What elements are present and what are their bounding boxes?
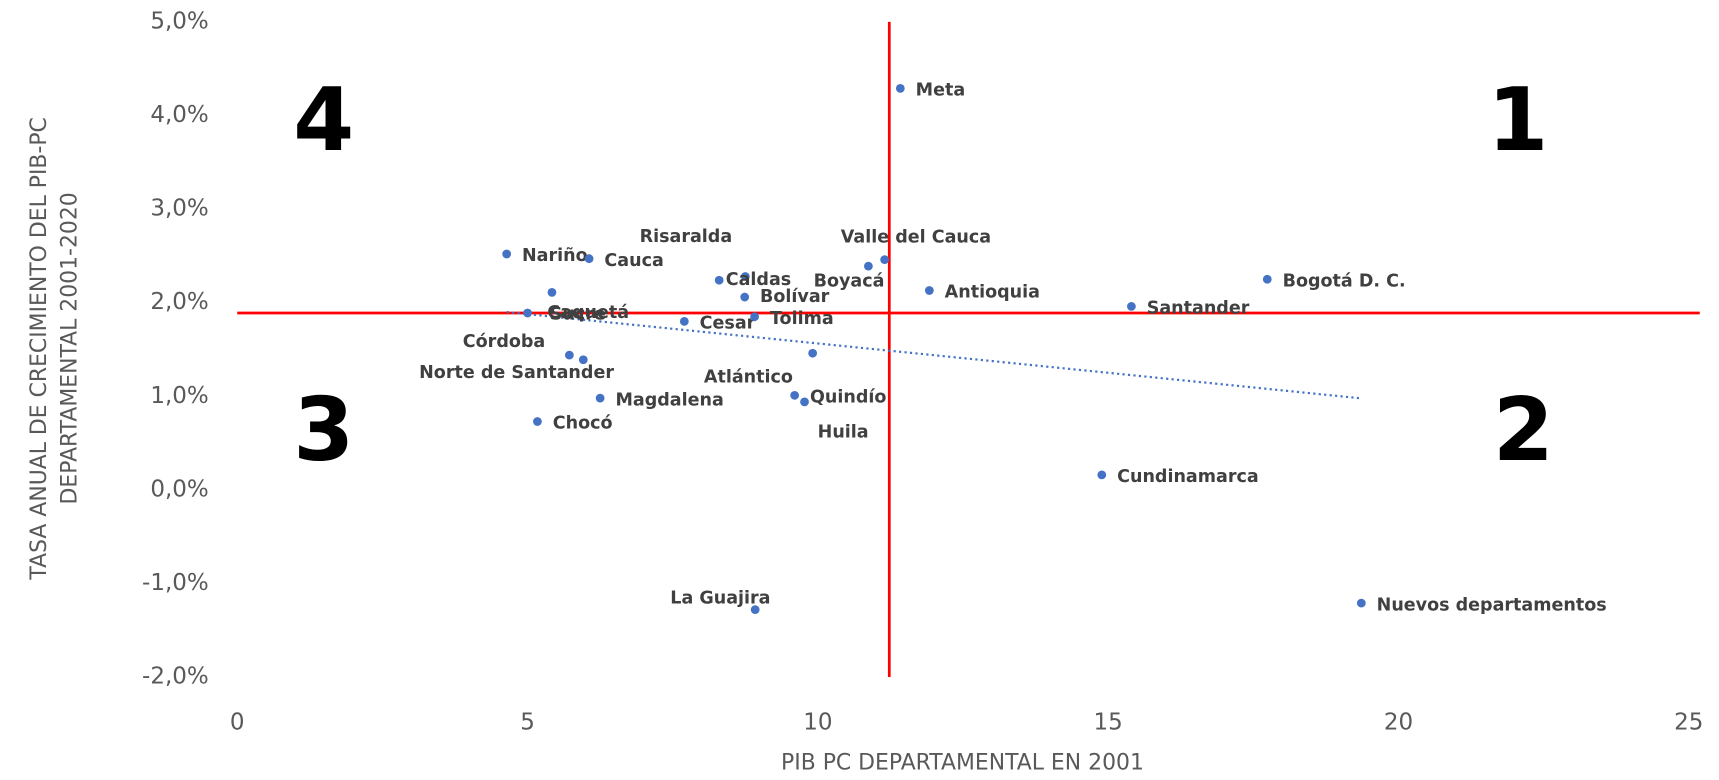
point bbox=[714, 275, 724, 285]
point-label: Córdoba bbox=[463, 332, 545, 352]
y-tick-label: 2,0% bbox=[150, 289, 208, 315]
point-label: Chocó bbox=[553, 414, 613, 434]
point bbox=[578, 355, 588, 365]
point-label: Caldas bbox=[726, 270, 791, 290]
point-label: Atlántico bbox=[704, 367, 793, 387]
point-label: Boyacá bbox=[814, 272, 885, 292]
point-label: Tolima bbox=[770, 309, 834, 329]
point-label: Valle del Cauca bbox=[841, 228, 991, 248]
point-label: Magdalena bbox=[615, 390, 723, 410]
point-label: Bogotá D. C. bbox=[1283, 271, 1406, 291]
point bbox=[1127, 302, 1136, 311]
point bbox=[1356, 598, 1366, 608]
point bbox=[523, 308, 532, 318]
point-label: Huila bbox=[818, 423, 869, 443]
point bbox=[800, 397, 809, 407]
x-tick-label: 25 bbox=[1674, 710, 1703, 736]
quadrant-number: 4 bbox=[293, 69, 354, 171]
point-label: Norte de Santander bbox=[419, 363, 614, 383]
point bbox=[584, 254, 594, 264]
y-axis-title: DEPARTAMENTAL 2001-2020 bbox=[58, 192, 83, 504]
point bbox=[679, 317, 689, 326]
point bbox=[502, 249, 512, 259]
point-label: Caquetá bbox=[547, 303, 629, 323]
y-tick-label: 0,0% bbox=[150, 476, 208, 502]
point bbox=[924, 286, 934, 295]
x-tick-label: 10 bbox=[803, 710, 832, 736]
quadrant-number: 3 bbox=[293, 379, 354, 481]
point-label: Nariño bbox=[522, 246, 588, 266]
point bbox=[1262, 274, 1272, 284]
point bbox=[750, 312, 759, 322]
point bbox=[564, 350, 574, 360]
point bbox=[750, 605, 760, 615]
x-tick-label: 0 bbox=[230, 710, 245, 736]
point bbox=[790, 390, 800, 400]
quadrant-number: 1 bbox=[1487, 69, 1548, 171]
point bbox=[740, 292, 750, 302]
x-tick-label: 5 bbox=[520, 710, 535, 736]
y-tick-label: 4,0% bbox=[150, 102, 208, 128]
point-label: Quindío bbox=[810, 388, 886, 408]
point-label: La Guajira bbox=[670, 589, 770, 609]
point-label: Meta bbox=[916, 81, 966, 101]
point-label: Risaralda bbox=[640, 227, 733, 247]
y-tick-label: 1,0% bbox=[150, 383, 208, 409]
y-tick-label: -2,0% bbox=[142, 664, 209, 690]
point bbox=[808, 348, 818, 358]
point bbox=[1097, 470, 1107, 480]
quadrant-number: 2 bbox=[1493, 379, 1554, 481]
point-label: Cauca bbox=[604, 251, 663, 271]
point-label: Cesar bbox=[700, 314, 756, 334]
point-label: Santander bbox=[1147, 299, 1250, 319]
y-tick-label: 5,0% bbox=[150, 8, 208, 34]
point-label: Bolívar bbox=[760, 287, 830, 307]
y-tick-label: 3,0% bbox=[150, 196, 208, 222]
y-axis-title: TASA ANUAL DE CRECIMIENTO DEL PIB-PC bbox=[27, 117, 52, 580]
point-label: Antioquia bbox=[945, 283, 1040, 303]
x-axis-title: PIB PC DEPARTAMENTAL EN 2001 bbox=[781, 751, 1144, 776]
point bbox=[547, 287, 557, 297]
point bbox=[595, 393, 605, 403]
y-tick-label: -1,0% bbox=[142, 570, 209, 596]
trendline bbox=[506, 310, 1360, 400]
point-label: Cundinamarca bbox=[1117, 467, 1259, 487]
point bbox=[895, 83, 905, 93]
x-tick-label: 20 bbox=[1384, 710, 1413, 736]
point-label: Nuevos departamentos bbox=[1377, 595, 1607, 615]
point bbox=[740, 272, 750, 281]
point bbox=[533, 417, 542, 426]
point-label: Sucre bbox=[550, 304, 606, 324]
x-tick-label: 15 bbox=[1094, 710, 1123, 736]
point bbox=[864, 261, 873, 271]
point bbox=[880, 255, 890, 265]
